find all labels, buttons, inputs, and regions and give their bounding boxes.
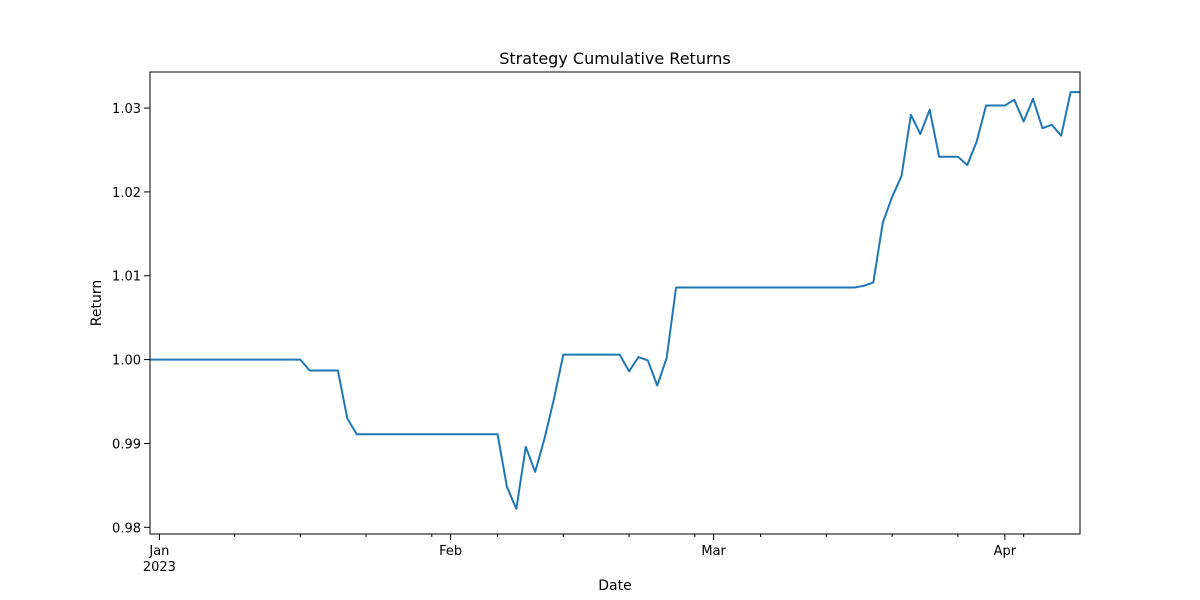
y-tick-label: 1.02 <box>112 186 141 201</box>
x-tick-label: Mar <box>701 544 726 559</box>
y-tick-label: 1.03 <box>112 102 141 117</box>
y-tick-label: 1.01 <box>112 270 141 285</box>
y-tick-label: 0.99 <box>112 437 141 452</box>
y-axis-label: Return <box>89 280 105 326</box>
x-tick-label: Feb <box>439 544 462 559</box>
y-tick-label: 0.98 <box>112 521 141 536</box>
x-axis-label: Date <box>598 578 631 594</box>
y-tick-label: 1.00 <box>112 354 141 369</box>
x-tick-label: Apr <box>994 544 1017 559</box>
chart-title: Strategy Cumulative Returns <box>499 49 730 68</box>
x-tick-sublabel: 2023 <box>143 560 176 575</box>
y-axis: 0.98 0.99 1.00 1.01 1.02 1.03 <box>112 102 150 536</box>
plot-area <box>150 91 1080 510</box>
series-line-0 <box>150 91 1080 510</box>
axes-frame <box>149 71 1081 535</box>
x-tick-label: Jan <box>148 544 169 559</box>
